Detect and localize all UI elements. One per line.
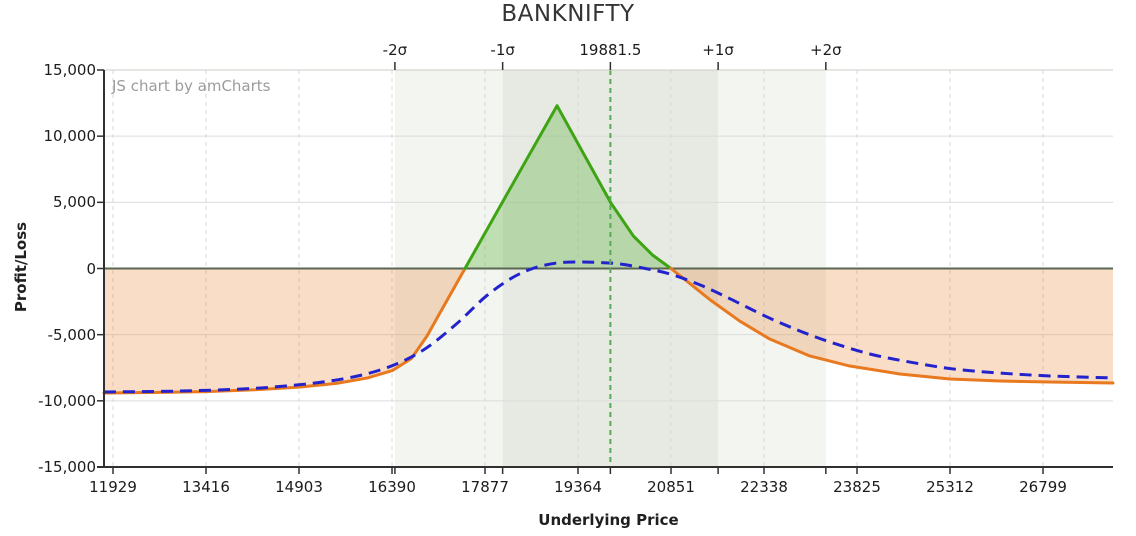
y-tick-label: 0 (86, 259, 96, 278)
x-tick-label: 25312 (926, 478, 974, 496)
axis-ticks (97, 62, 1044, 474)
y-tick-label: -10,000 (38, 391, 96, 410)
y-tick-label: 10,000 (43, 127, 97, 146)
x-tick-label: 11929 (89, 478, 137, 496)
x-tick-label: 19364 (554, 478, 602, 496)
chart-title: BANKNIFTY (501, 1, 635, 27)
x-tick-label: 14903 (275, 478, 323, 496)
y-tick-label: -15,000 (38, 458, 96, 476)
amcharts-watermark-link[interactable]: JS chart by amCharts (112, 77, 271, 95)
x-tick-label: 16390 (368, 478, 416, 496)
gridlines (104, 69, 1113, 467)
x-tick-label: 17877 (461, 478, 509, 496)
x-tick-label: 20851 (647, 478, 695, 496)
x-axis-title: Underlying Price (538, 511, 679, 529)
x-tick-label: 22338 (740, 478, 788, 496)
sigma-label: +2σ (810, 41, 842, 59)
profit-loss-fills (104, 105, 1113, 394)
sigma-label: +1σ (702, 41, 734, 59)
current-price-label: 19881.5 (579, 41, 642, 59)
y-tick-label: -5,000 (47, 325, 96, 344)
y-tick-label: 5,000 (53, 193, 96, 212)
x-tick-label: 13416 (182, 478, 230, 496)
y-tick-label: 15,000 (43, 61, 97, 79)
x-tick-label: 23825 (833, 478, 881, 496)
series-lines (102, 104, 1115, 395)
sigma-label: -1σ (490, 41, 515, 59)
x-tick-label: 26799 (1019, 478, 1067, 496)
sigma-label: -2σ (382, 41, 408, 59)
